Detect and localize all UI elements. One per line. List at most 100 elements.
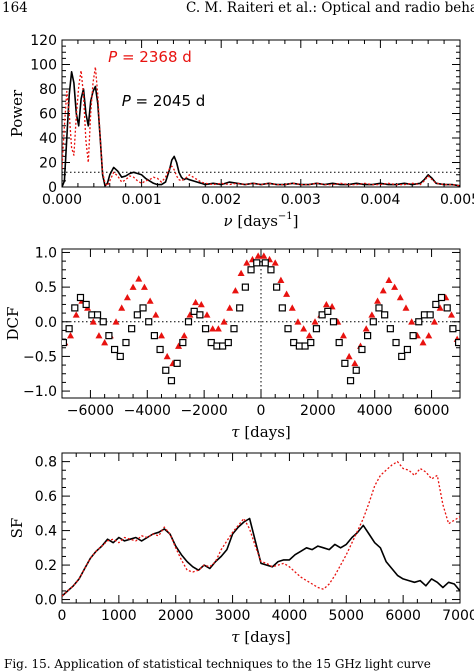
red-triangle-point [288,304,296,311]
x-tick-label: 2000 [158,608,194,624]
red-triangle-point [294,318,302,325]
black-square-point [82,300,90,309]
data-layer [62,460,460,597]
y-tick-label: 0.0 [35,593,57,609]
x-tick-label: 0.004 [360,192,400,208]
red-triangle-point [209,325,217,332]
black-square-point [341,359,349,367]
black-square-point [201,325,210,333]
black-square-point [307,338,315,347]
red-triangle-point [175,342,183,349]
x-axis-label: τ [days] [231,423,291,441]
plot-frame [61,452,461,604]
x-axis-symbol: τ [231,628,244,646]
black-square-point [156,345,164,354]
y-tick-label: 120 [30,33,57,49]
black-square-point [196,311,204,319]
black-square-point [110,345,119,354]
y-tick-label: 0.4 [35,524,57,540]
y-tick-label: 60 [39,107,57,123]
x-tick-label: −6000 [67,403,114,419]
black-square-point [449,325,457,333]
x-axis-unit: [days] [244,423,290,441]
black-square-point [247,266,255,274]
data-layer [62,249,460,398]
x-tick-label: 1000 [101,608,137,624]
black-square-point [381,311,389,319]
black-square-point [230,325,238,333]
red-triangle-point [180,332,188,339]
y-tick-label: 0.8 [35,455,57,471]
black-square-point [145,318,153,326]
red-triangle-point [283,290,291,297]
black-square-point [437,293,446,302]
red-triangle-point [379,287,387,294]
x-axis-unit-exponent: −1 [278,211,293,222]
red-triangle-point [231,287,239,294]
x-tick-label: 4000 [272,608,308,624]
power-spectrum-panel: 0.000 0.001 0.002 0.003 0.004 0.005 0 20 40 60 80 1… [8,33,474,230]
red-dotted-series [62,460,460,597]
running-title: C. M. Raiteri et al.: Optical and radio … [186,0,474,16]
red-triangle-point [351,359,359,367]
black-square-point [105,332,113,340]
black-square-point [122,338,130,347]
x-tick-label: 2000 [300,403,336,419]
black-square-point [179,338,187,347]
black-square-point [133,311,141,319]
black-square-point [261,259,269,267]
black-square-point [267,266,275,274]
y-tick-label: −0.5 [23,349,57,365]
x-tick-label: −2000 [180,403,227,419]
red-triangle-point [135,275,143,282]
red-triangle-point [197,300,205,308]
x-axis-unit-close: ] [293,212,299,230]
red-triangle-point [322,300,330,308]
red-triangle-point [430,318,438,325]
red-triangle-point [140,283,148,290]
x-tick-label: 0 [58,608,67,624]
red-triangle-point [311,318,319,325]
black-square-point [93,311,102,319]
red-triangle-point [123,294,131,301]
red-triangle-point [345,352,353,360]
red-triangle-point [146,297,154,304]
red-triangle-point [95,332,103,339]
red-triangle-point [220,318,228,325]
black-square-point [432,300,440,309]
period-value: = 2045 d [131,92,206,110]
black-square-point [312,325,321,333]
black-square-point [358,345,366,354]
red-triangle-point [243,259,251,266]
red-triangle-point [402,304,410,311]
y-tick-label: 40 [39,131,57,147]
x-tick-label: 3000 [215,608,251,624]
page-number: 164 [2,0,28,16]
y-axis-label: Power [8,89,26,137]
red-triangle-point [112,318,120,325]
red-triangle-point [226,304,234,311]
red-triangle-point [67,332,75,339]
x-axis-unit: [days [237,212,278,230]
black-square-point [386,325,394,333]
x-tick-label: 7000 [442,608,474,624]
black-square-point [76,293,85,302]
black-square-point [443,304,451,312]
red-triangle-point [118,304,126,311]
x-tick-label: −4000 [124,403,171,419]
black-square-point [167,377,176,385]
red-triangle-point [129,283,137,290]
red-triangle-point [260,252,268,259]
black-solid-series [62,71,460,187]
black-square-point [324,307,332,315]
x-tick-label: 4000 [357,403,393,419]
red-triangle-point [72,311,80,318]
black-square-point [116,352,124,361]
black-square-point [392,338,400,347]
red-triangle-point [305,332,313,339]
black-square-point [150,332,158,340]
dcf-panel: −6000 −4000 −2000 0 2000 4000 6000 −1.0 −0.5 0.0 0… [4,245,461,441]
black-square-point [162,366,170,374]
black-square-point [284,325,292,333]
